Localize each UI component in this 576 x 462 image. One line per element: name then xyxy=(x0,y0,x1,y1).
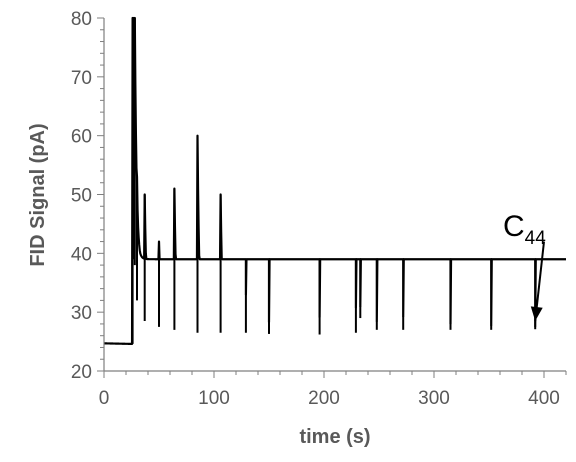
y-tick-label: 30 xyxy=(71,303,92,324)
y-tick-label: 50 xyxy=(71,186,92,207)
annotation-arrow-head xyxy=(530,306,543,321)
plot-area xyxy=(103,16,567,346)
y-tick-label: 40 xyxy=(71,244,92,265)
annotation-c44: C44 xyxy=(503,210,546,322)
signal-line xyxy=(103,16,567,346)
y-tick-label: 20 xyxy=(71,362,92,383)
annotation-label: C44 xyxy=(503,210,546,249)
x-tick-label: 200 xyxy=(308,388,340,409)
x-tick-label: 0 xyxy=(99,388,110,409)
y-axis-title: FID Signal (pA) xyxy=(27,123,49,266)
annotation-subscript: 44 xyxy=(525,228,547,249)
axes: 20 30 40 50 60 70 80 0 100 200 300 400 xyxy=(71,9,567,409)
x-tick-label: 100 xyxy=(198,388,230,409)
x-tick-label: 300 xyxy=(418,388,450,409)
x-axis-title: time (s) xyxy=(299,426,370,448)
y-tick-label: 60 xyxy=(71,127,92,148)
y-tick-label: 70 xyxy=(71,68,92,89)
annotation-main-text: C xyxy=(503,210,525,243)
y-tick-label: 80 xyxy=(71,9,92,30)
x-tick-label: 400 xyxy=(528,388,560,409)
